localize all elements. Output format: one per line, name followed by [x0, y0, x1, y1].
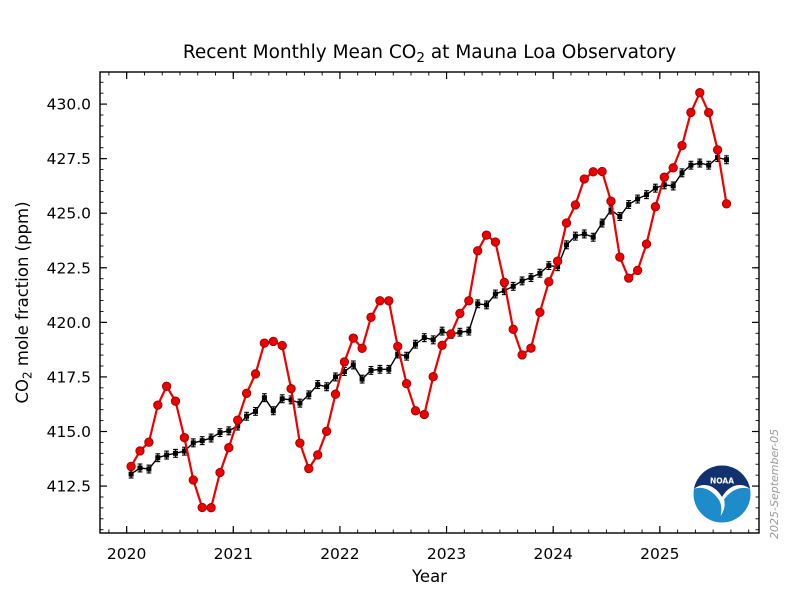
axis-ticks	[100, 72, 759, 533]
series-monthly-mean	[126, 88, 732, 513]
x-tick-label: 2025	[640, 545, 679, 563]
noaa-logo-sky	[694, 465, 750, 497]
y-tick-label: 415.0	[47, 423, 91, 441]
y-tick-label: 417.5	[47, 368, 91, 386]
plot-frame	[99, 71, 760, 534]
y-tick-label: 427.5	[47, 150, 91, 168]
y-tick-label: 420.0	[47, 314, 91, 332]
y-tick-label: 422.5	[47, 259, 91, 277]
noaa-logo-text: NOAA	[710, 477, 734, 486]
series-trend	[128, 153, 729, 479]
y-tick-label: 425.0	[47, 205, 91, 223]
chart-title: Recent Monthly Mean CO2 at Mauna Loa Obs…	[183, 42, 676, 66]
y-tick-label: 412.5	[47, 478, 91, 496]
noaa-seagull-icon	[694, 485, 750, 516]
x-tick-label: 2023	[427, 545, 466, 563]
y-axis-label: CO2 mole fraction (ppm)	[13, 201, 35, 403]
x-tick-label: 2020	[107, 545, 146, 563]
x-tick-label: 2021	[214, 545, 253, 563]
x-tick-label: 2022	[320, 545, 359, 563]
axis-tick-labels: 2020 2021 2022 2023 2024 2025 412.5 415.0 417.5 4…	[47, 96, 680, 563]
x-tick-label: 2024	[533, 545, 572, 563]
y-tick-label: 430.0	[47, 96, 91, 114]
x-axis-label: Year	[411, 567, 447, 586]
noaa-logo: NOAA	[693, 465, 751, 523]
date-stamp: 2025-September-05	[768, 429, 781, 539]
